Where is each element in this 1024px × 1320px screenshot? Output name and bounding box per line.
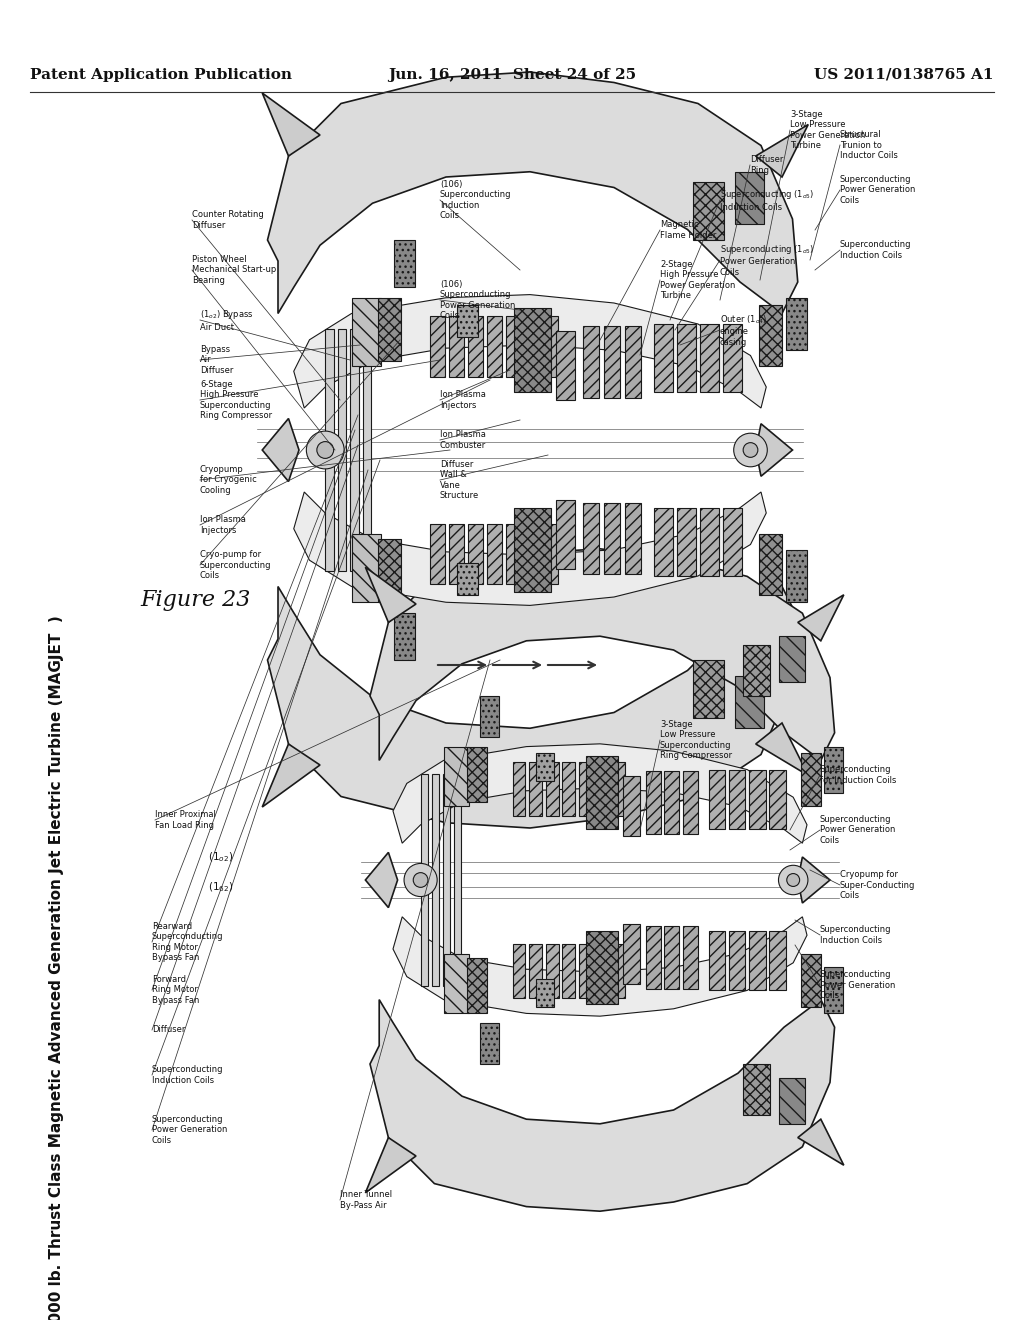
Bar <box>735 172 764 224</box>
Bar <box>421 775 428 986</box>
Text: Cryo-pump for
Superconducting
Coils: Cryo-pump for Superconducting Coils <box>200 550 271 579</box>
Polygon shape <box>294 492 766 606</box>
Bar <box>579 944 592 998</box>
Bar <box>742 1064 770 1114</box>
Text: Inner Tunnel
By-Pass Air: Inner Tunnel By-Pass Air <box>340 1191 392 1209</box>
Polygon shape <box>267 586 798 828</box>
Bar <box>364 329 372 570</box>
Text: (106)
Superconducting
Power Generation
Coils: (106) Superconducting Power Generation C… <box>440 280 515 321</box>
Text: Patent Application Publication: Patent Application Publication <box>30 69 292 82</box>
Bar <box>457 564 477 595</box>
Bar <box>623 924 640 983</box>
Bar <box>544 315 558 376</box>
Text: Superconducting
for Induction Coils: Superconducting for Induction Coils <box>820 766 896 784</box>
Bar <box>350 329 358 570</box>
Text: Superconducting $(1_{o5})$
Power Generation
Coils: Superconducting $(1_{o5})$ Power Generat… <box>720 243 814 277</box>
Polygon shape <box>756 424 793 477</box>
Text: Structural
Trunion to
Inductor Coils: Structural Trunion to Inductor Coils <box>840 131 898 160</box>
Bar <box>506 315 520 376</box>
Bar <box>579 762 592 816</box>
Bar <box>769 931 785 990</box>
Circle shape <box>734 433 767 467</box>
Bar <box>595 762 608 816</box>
Text: Rearward
Superconducting
Ring Motor
Bypass Fan: Rearward Superconducting Ring Motor Bypa… <box>152 921 223 962</box>
Bar <box>700 323 719 392</box>
Bar <box>677 508 696 576</box>
Bar <box>393 240 415 288</box>
Circle shape <box>743 442 758 457</box>
Polygon shape <box>366 1138 416 1193</box>
Bar <box>351 535 381 602</box>
Text: Cryopump
for Cryogenic
Cooling: Cryopump for Cryogenic Cooling <box>200 465 257 495</box>
Bar <box>378 298 400 360</box>
Polygon shape <box>267 73 798 314</box>
Bar <box>654 323 673 392</box>
Bar <box>454 775 461 986</box>
Bar <box>623 776 640 836</box>
Text: $(1_{o2})$: $(1_{o2})$ <box>208 850 233 863</box>
Polygon shape <box>756 124 808 177</box>
Bar <box>779 1078 805 1123</box>
Bar <box>709 931 725 990</box>
Bar <box>514 508 551 591</box>
Polygon shape <box>798 1119 844 1166</box>
Text: Superconducting
Induction Coils: Superconducting Induction Coils <box>820 925 892 945</box>
Bar <box>723 323 742 392</box>
Bar <box>480 696 499 738</box>
Bar <box>625 503 641 574</box>
Bar <box>586 756 618 829</box>
Bar <box>338 329 346 570</box>
Bar <box>586 931 618 1005</box>
Circle shape <box>786 874 800 887</box>
Text: Ion Plasma
Combuster: Ion Plasma Combuster <box>440 430 486 450</box>
Bar <box>654 508 673 576</box>
Bar <box>430 524 445 585</box>
Bar <box>524 315 540 376</box>
Text: Ion Plasma
Injectors: Ion Plasma Injectors <box>440 391 485 409</box>
Bar <box>536 979 554 1007</box>
Bar <box>665 771 679 834</box>
Bar <box>450 315 464 376</box>
Bar <box>729 770 745 829</box>
Text: Diffuser
Wall &
Vane
Structure: Diffuser Wall & Vane Structure <box>440 459 479 500</box>
Text: Superconducting
Power Generation
Coils: Superconducting Power Generation Coils <box>840 176 915 205</box>
Text: Cryopump for
Super-Conducting
Coils: Cryopump for Super-Conducting Coils <box>840 870 915 900</box>
Bar <box>432 775 439 986</box>
Bar <box>583 326 599 397</box>
Bar <box>487 524 502 585</box>
Circle shape <box>306 432 344 469</box>
Bar <box>801 752 821 807</box>
Text: Inner Proximal
Fan Load Ring: Inner Proximal Fan Load Ring <box>155 810 216 830</box>
Text: Superconducting
Power Generation
Coils: Superconducting Power Generation Coils <box>820 970 895 1001</box>
Circle shape <box>778 866 808 895</box>
Polygon shape <box>262 744 319 807</box>
Polygon shape <box>393 917 807 1016</box>
Text: Diffuser: Diffuser <box>152 1026 185 1035</box>
Bar <box>723 508 742 576</box>
Bar <box>646 927 660 989</box>
Bar <box>562 762 575 816</box>
Text: 2-Stage
High Pressure
Power Generation
Turbine: 2-Stage High Pressure Power Generation T… <box>660 260 735 300</box>
Text: Ion Plasma
Injectors: Ion Plasma Injectors <box>200 515 246 535</box>
Text: $(1_{o2})$ Bypass
Air Duct: $(1_{o2})$ Bypass Air Duct <box>200 309 254 331</box>
Bar <box>450 524 464 585</box>
Bar <box>603 326 621 397</box>
Text: Superconducting
Power Generation
Coils: Superconducting Power Generation Coils <box>820 814 895 845</box>
Bar <box>683 771 697 834</box>
Text: Forward
Ring Motor
Bypass Fan: Forward Ring Motor Bypass Fan <box>152 975 200 1005</box>
Circle shape <box>404 863 437 896</box>
Bar <box>742 645 770 696</box>
Bar <box>536 752 554 780</box>
Text: Superconducting
Induction Coils: Superconducting Induction Coils <box>152 1065 223 1085</box>
Bar <box>749 770 766 829</box>
Circle shape <box>414 873 428 887</box>
Polygon shape <box>366 853 397 908</box>
Text: US 2011/0138765 A1: US 2011/0138765 A1 <box>814 69 994 82</box>
Bar <box>529 762 542 816</box>
Text: $(1_{62})$: $(1_{62})$ <box>208 880 233 894</box>
Polygon shape <box>798 595 844 640</box>
Bar <box>786 549 807 602</box>
Bar <box>683 927 697 989</box>
Text: Piston Wheel
Mechanical Start-up
Bearing: Piston Wheel Mechanical Start-up Bearing <box>193 255 276 285</box>
Bar <box>729 931 745 990</box>
